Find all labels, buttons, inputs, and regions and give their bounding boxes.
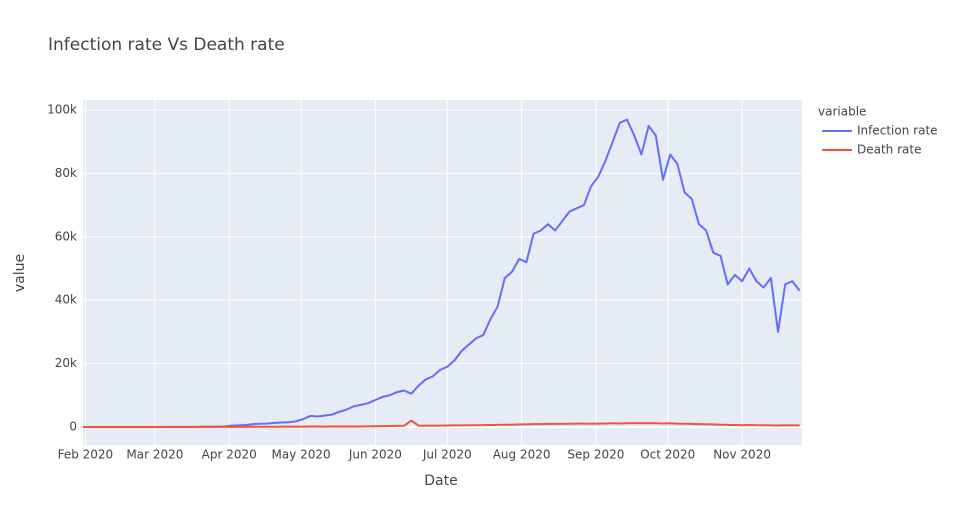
plot-area xyxy=(83,100,802,445)
x-tick-label: Sep 2020 xyxy=(567,448,624,462)
y-tick-label: 20k xyxy=(55,356,77,370)
series-line xyxy=(83,419,800,428)
x-tick-label: May 2020 xyxy=(272,448,331,462)
x-tick-label: Jun 2020 xyxy=(348,448,402,462)
y-tick-label: 0 xyxy=(69,419,77,433)
x-tick-label: Jul 2020 xyxy=(422,448,472,462)
legend-label: Infection rate xyxy=(857,124,938,138)
y-axis-title: value xyxy=(12,254,28,292)
y-tick-label: 40k xyxy=(55,293,77,307)
x-tick-label: Oct 2020 xyxy=(640,448,695,462)
x-tick-label: Mar 2020 xyxy=(126,448,183,462)
chart-title: Infection rate Vs Death rate xyxy=(48,35,285,55)
x-tick-label: Aug 2020 xyxy=(493,448,551,462)
legend-title: variable xyxy=(818,105,866,119)
legend-label: Death rate xyxy=(857,143,921,157)
x-axis-title: Date xyxy=(424,473,457,489)
x-tick-label: Feb 2020 xyxy=(58,448,114,462)
x-tick-label: Nov 2020 xyxy=(713,448,771,462)
x-tick-label: Apr 2020 xyxy=(202,448,257,462)
y-tick-label: 80k xyxy=(55,166,77,180)
y-tick-label: 100k xyxy=(47,103,77,117)
y-tick-label: 60k xyxy=(55,229,77,243)
